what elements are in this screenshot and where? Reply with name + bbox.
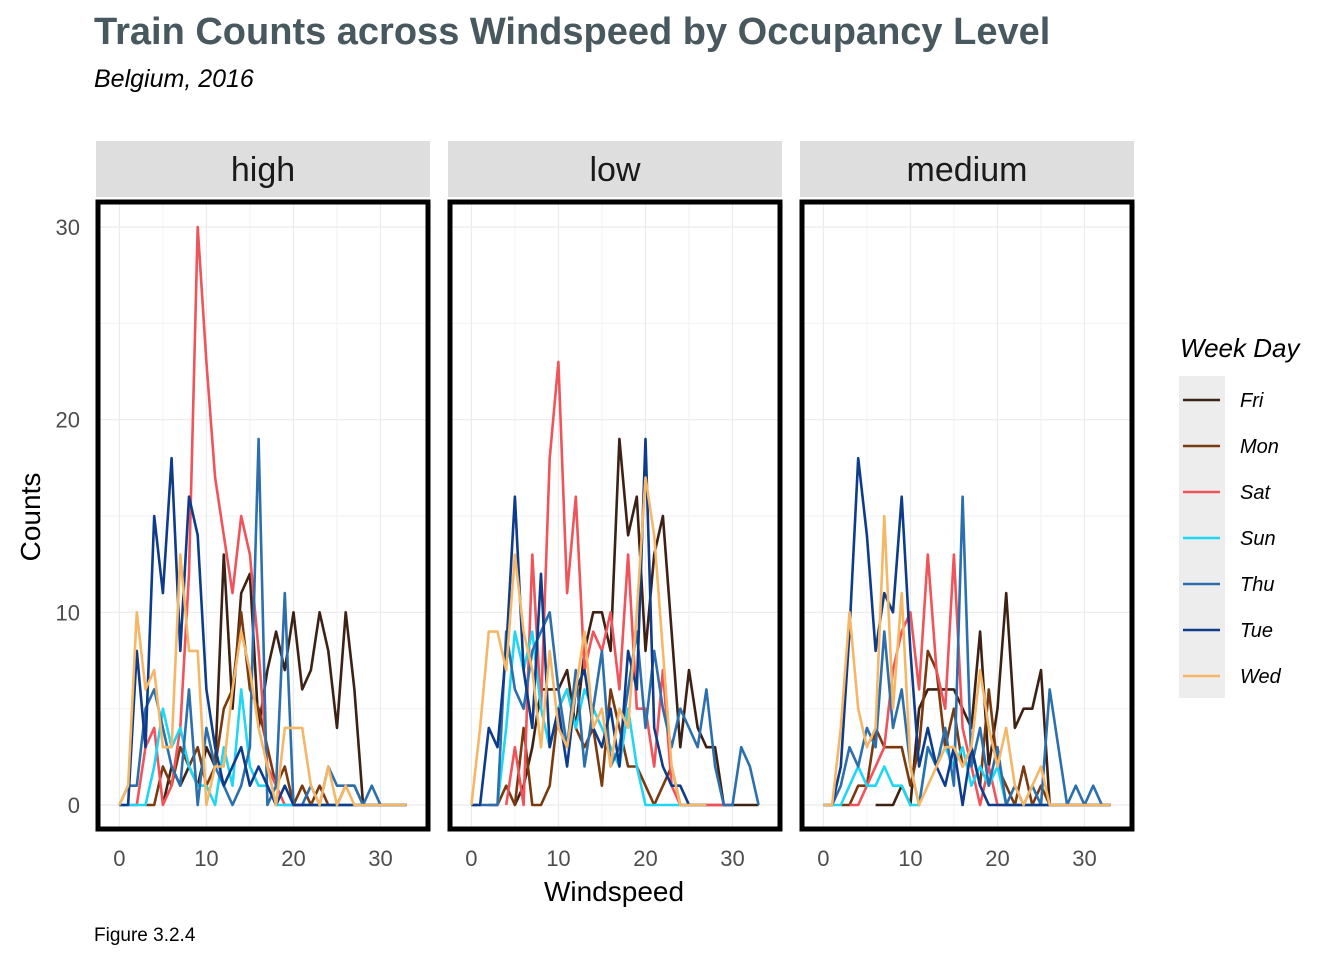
x-tick-label: 30 [1072, 846, 1096, 871]
x-tick-label: 20 [633, 846, 657, 871]
y-tick-label: 10 [56, 600, 80, 625]
y-tick-label: 0 [68, 793, 80, 818]
facet-panel-high: high 0 10 20 30 [95, 141, 431, 871]
legend-label-mon: Mon [1240, 436, 1279, 458]
series-line-fri [513, 437, 759, 807]
panel-border [95, 199, 431, 832]
panel-border [799, 199, 1135, 832]
series-line-thu [471, 611, 760, 807]
legend-label-fri: Fri [1240, 390, 1264, 412]
facet-panels: 0 10 20 30 high 0 10 20 30 low 0 10 20 30 medium 0 10 20 3… [56, 141, 1135, 871]
legend-label-tue: Tue [1240, 620, 1273, 642]
legend-title: Week Day [1180, 333, 1301, 363]
x-tick-label: 30 [720, 846, 744, 871]
x-tick-label: 10 [194, 846, 218, 871]
legend-label-sat: Sat [1240, 482, 1271, 504]
x-tick-label: 0 [817, 846, 829, 871]
series-line-wed [470, 476, 707, 807]
facet-strip [800, 141, 1134, 197]
x-tick-label: 30 [368, 846, 392, 871]
y-tick-label: 20 [56, 408, 80, 433]
facet-panel-low: low 0 10 20 30 [447, 141, 783, 871]
figure-caption: Figure 3.2.4 [94, 925, 196, 946]
x-tick-label: 20 [281, 846, 305, 871]
y-axis-title: Counts [15, 473, 46, 562]
x-tick-label: 10 [898, 846, 922, 871]
y-tick-label: 30 [56, 215, 80, 240]
legend-label-thu: Thu [1240, 574, 1274, 596]
facet-panel-medium: medium 0 10 20 30 [799, 141, 1135, 871]
facet-strip-label: medium [907, 151, 1028, 189]
legend-label-sun: Sun [1240, 528, 1276, 550]
x-tick-label: 0 [113, 846, 125, 871]
series-line-tue [471, 437, 707, 807]
legend-label-wed: Wed [1240, 666, 1282, 688]
x-axis-title: Windspeed [544, 876, 684, 907]
facet-strip [96, 141, 430, 197]
series-line-sun [496, 630, 707, 807]
x-tick-label: 0 [465, 846, 477, 871]
facet-strip [448, 141, 782, 197]
panel-border [447, 199, 783, 832]
legend: Week Day Fri Mon Sat Sun Thu Tue Wed [1179, 333, 1301, 698]
gridlines [800, 201, 1134, 830]
facet-strip-label: high [231, 151, 295, 189]
x-tick-label: 20 [985, 846, 1009, 871]
chart-subtitle: Belgium, 2016 [94, 65, 254, 93]
series-line-wed [118, 553, 407, 807]
facet-strip-label: low [589, 151, 640, 189]
chart-title: Train Counts across Windspeed by Occupan… [94, 11, 1050, 53]
series-line-wed [823, 514, 1111, 807]
x-tick-label: 10 [546, 846, 570, 871]
